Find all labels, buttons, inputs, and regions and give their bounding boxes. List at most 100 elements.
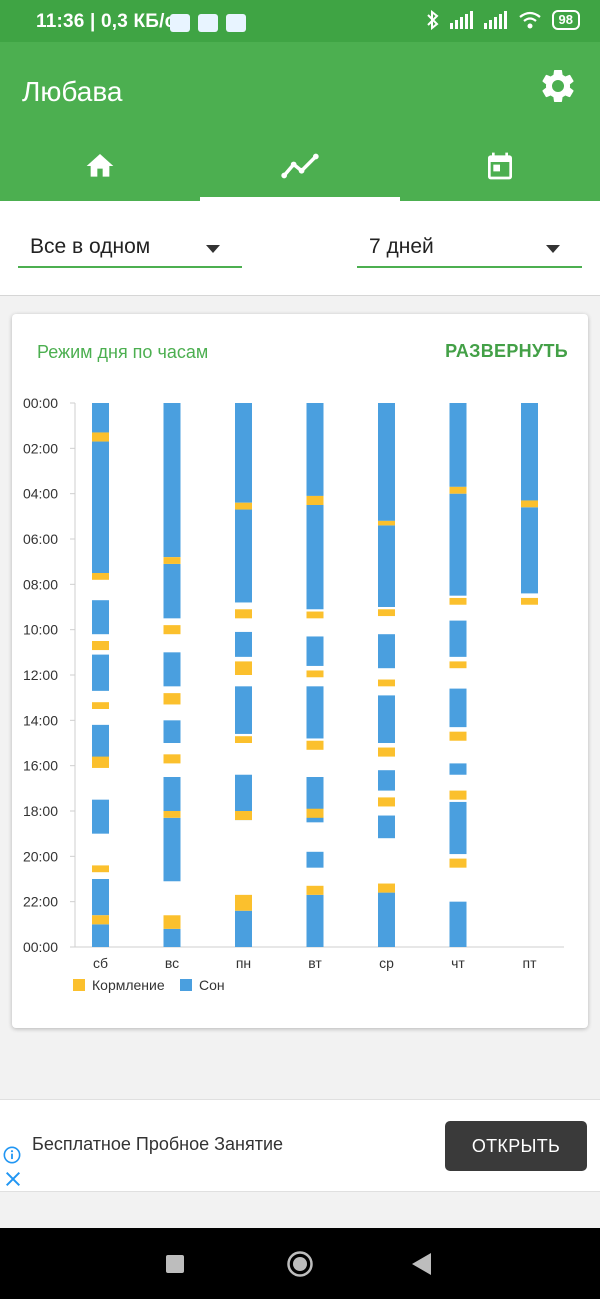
page-title: Любава xyxy=(22,76,123,107)
feeding-bar xyxy=(235,736,252,743)
sleep-bar xyxy=(92,600,109,635)
status-bar: 11:36 | 0,3 КБ/с 98 xyxy=(0,0,600,42)
sleep-bar xyxy=(306,505,324,610)
ad-open-button[interactable]: ОТКРЫТЬ xyxy=(445,1121,587,1171)
sleep-bar xyxy=(378,892,395,947)
feeding-bar xyxy=(378,679,395,687)
feeding-bar xyxy=(378,747,395,757)
filter-bar: Все в одном 7 дней xyxy=(0,201,600,296)
sleep-bar xyxy=(92,724,109,766)
sleep-bar xyxy=(449,801,467,855)
legend-feeding-label: Кормление xyxy=(92,977,165,993)
y-tick-label: 04:00 xyxy=(23,486,58,502)
signal-icon xyxy=(449,11,473,29)
bluetooth-icon xyxy=(426,10,439,30)
feeding-bar xyxy=(92,573,109,580)
sleep-bar xyxy=(163,563,181,619)
x-tick-label: вт xyxy=(308,955,322,971)
feeding-bar xyxy=(449,661,467,669)
feeding-bar xyxy=(306,808,324,818)
feeding-bar xyxy=(235,811,252,821)
recents-icon[interactable] xyxy=(166,1255,184,1273)
x-tick-label: ср xyxy=(379,955,394,971)
notification-icons xyxy=(170,14,246,32)
feeding-bar xyxy=(163,625,181,635)
feeding-bar xyxy=(449,597,467,605)
system-nav-bar xyxy=(0,1228,600,1299)
sleep-bar xyxy=(92,879,109,916)
feeding-bar xyxy=(306,885,324,895)
y-tick-label: 22:00 xyxy=(23,894,58,910)
sleep-bar xyxy=(378,815,395,839)
tab-stats[interactable] xyxy=(200,130,400,201)
wifi-icon xyxy=(518,11,541,29)
y-tick-label: 18:00 xyxy=(23,803,58,819)
sleep-bar xyxy=(378,634,395,669)
sleep-bar xyxy=(306,636,324,666)
notification-icon xyxy=(226,14,246,32)
y-tick-label: 10:00 xyxy=(23,622,58,638)
feeding-bar xyxy=(163,693,181,705)
sleep-bar xyxy=(449,688,467,728)
sleep-bar xyxy=(378,695,395,743)
home-nav-icon[interactable] xyxy=(286,1250,314,1278)
feeding-bar xyxy=(449,790,467,800)
info-icon[interactable] xyxy=(3,1146,21,1164)
x-tick-label: пн xyxy=(236,955,251,971)
sleep-bar xyxy=(92,403,109,433)
sleep-bar xyxy=(521,403,538,501)
tab-bar xyxy=(0,130,600,201)
legend-sleep-swatch xyxy=(180,979,192,991)
sleep-bar xyxy=(235,403,252,503)
feeding-bar xyxy=(92,865,109,873)
feeding-bar xyxy=(92,641,109,651)
feeding-bar xyxy=(235,502,252,510)
sleep-bar xyxy=(449,901,467,947)
close-icon[interactable] xyxy=(4,1170,22,1188)
feeding-bar xyxy=(449,731,467,741)
sleep-bar xyxy=(92,799,109,834)
y-tick-label: 08:00 xyxy=(23,576,58,592)
sleep-bar xyxy=(449,620,467,657)
feeding-bar xyxy=(92,432,109,442)
feeding-bar xyxy=(163,811,181,818)
feeding-bar xyxy=(235,661,252,675)
feeding-bar xyxy=(306,670,324,678)
feeding-bar xyxy=(378,609,395,617)
type-select[interactable]: Все в одном xyxy=(18,233,242,268)
feeding-bar xyxy=(92,756,109,768)
sleep-bar xyxy=(92,441,109,573)
sleep-bar xyxy=(306,851,324,868)
feeding-bar xyxy=(92,915,109,925)
notification-icon xyxy=(170,14,190,32)
daily-schedule-chart: 00:00 02:00 04:00 06:00 08:00 10:00 12:00 14:00… xyxy=(23,395,564,993)
tab-calendar[interactable] xyxy=(400,130,600,201)
tab-home[interactable] xyxy=(0,130,200,201)
feeding-bar xyxy=(306,495,324,505)
sleep-bar xyxy=(306,894,324,947)
sleep-bar xyxy=(163,817,181,882)
sleep-bar xyxy=(92,924,109,947)
period-select[interactable]: 7 дней xyxy=(357,233,582,268)
trend-icon xyxy=(281,153,319,178)
sleep-bar xyxy=(449,763,467,775)
sleep-bar xyxy=(163,720,181,743)
sleep-bar xyxy=(235,686,252,734)
y-tick-label: 00:00 xyxy=(23,395,58,411)
sleep-bar xyxy=(235,631,252,657)
feeding-bar xyxy=(163,557,181,564)
sleep-bar xyxy=(521,507,538,594)
sleep-bar xyxy=(449,403,467,487)
expand-button[interactable]: РАЗВЕРНУТЬ xyxy=(445,341,568,361)
chevron-down-icon xyxy=(546,245,560,253)
feeding-bar xyxy=(521,500,538,508)
sleep-bar xyxy=(378,525,395,607)
back-icon[interactable] xyxy=(412,1253,432,1275)
feeding-bar xyxy=(163,915,181,929)
feeding-bar xyxy=(378,797,395,807)
feeding-bar xyxy=(306,611,324,619)
feeding-bar xyxy=(235,894,252,911)
ad-banner[interactable]: Бесплатное Пробное Занятие ОТКРЫТЬ xyxy=(0,1099,600,1192)
gear-icon[interactable] xyxy=(538,66,578,106)
y-tick-label: 02:00 xyxy=(23,440,58,456)
